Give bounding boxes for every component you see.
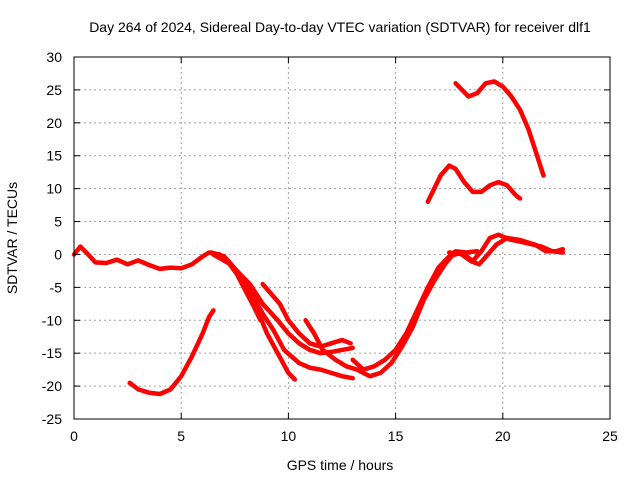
y-tick-label: -15 [42,345,62,361]
data-series-group [71,79,566,397]
series-track-g [350,235,566,372]
y-tick-label: 10 [46,181,62,197]
series-track-k [453,79,546,178]
y-tick-label: -20 [42,378,62,394]
x-axis-title: GPS time / hours [287,457,394,473]
series-track-h [446,232,566,264]
y-tick-label: 15 [46,148,62,164]
x-tick-label: 20 [495,428,511,444]
series-track-e [260,281,353,349]
x-tick-label: 15 [388,428,404,444]
series-track-d [211,252,355,356]
y-tick-label: 0 [54,246,62,262]
series-track-i [127,308,216,397]
x-tick-label: 10 [281,428,297,444]
x-tick-label: 5 [177,428,185,444]
y-axis-title: SDTVAR / TECUs [4,182,20,294]
axis-ticks: 0 5 10 15 20 25 -25 -20 -15 -10 -5 0 5 10 15 20 25 30 [42,49,618,444]
y-tick-label: 5 [54,214,62,230]
chart-title: Day 264 of 2024, Sidereal Day-to-day VTE… [89,19,591,35]
series-track-b [208,250,298,382]
y-tick-label: 30 [46,49,62,65]
grid-lines [74,57,610,419]
series-track-a [71,244,263,323]
series-track-f [303,248,480,379]
y-tick-label: -25 [42,411,62,427]
series-track-j [425,163,523,205]
x-tick-label: 0 [70,428,78,444]
x-tick-label: 25 [602,428,618,444]
y-tick-label: 25 [46,82,62,98]
y-tick-label: -10 [42,312,62,328]
y-tick-label: 20 [46,115,62,131]
y-tick-label: -5 [50,279,63,295]
plot-frame [73,56,611,420]
